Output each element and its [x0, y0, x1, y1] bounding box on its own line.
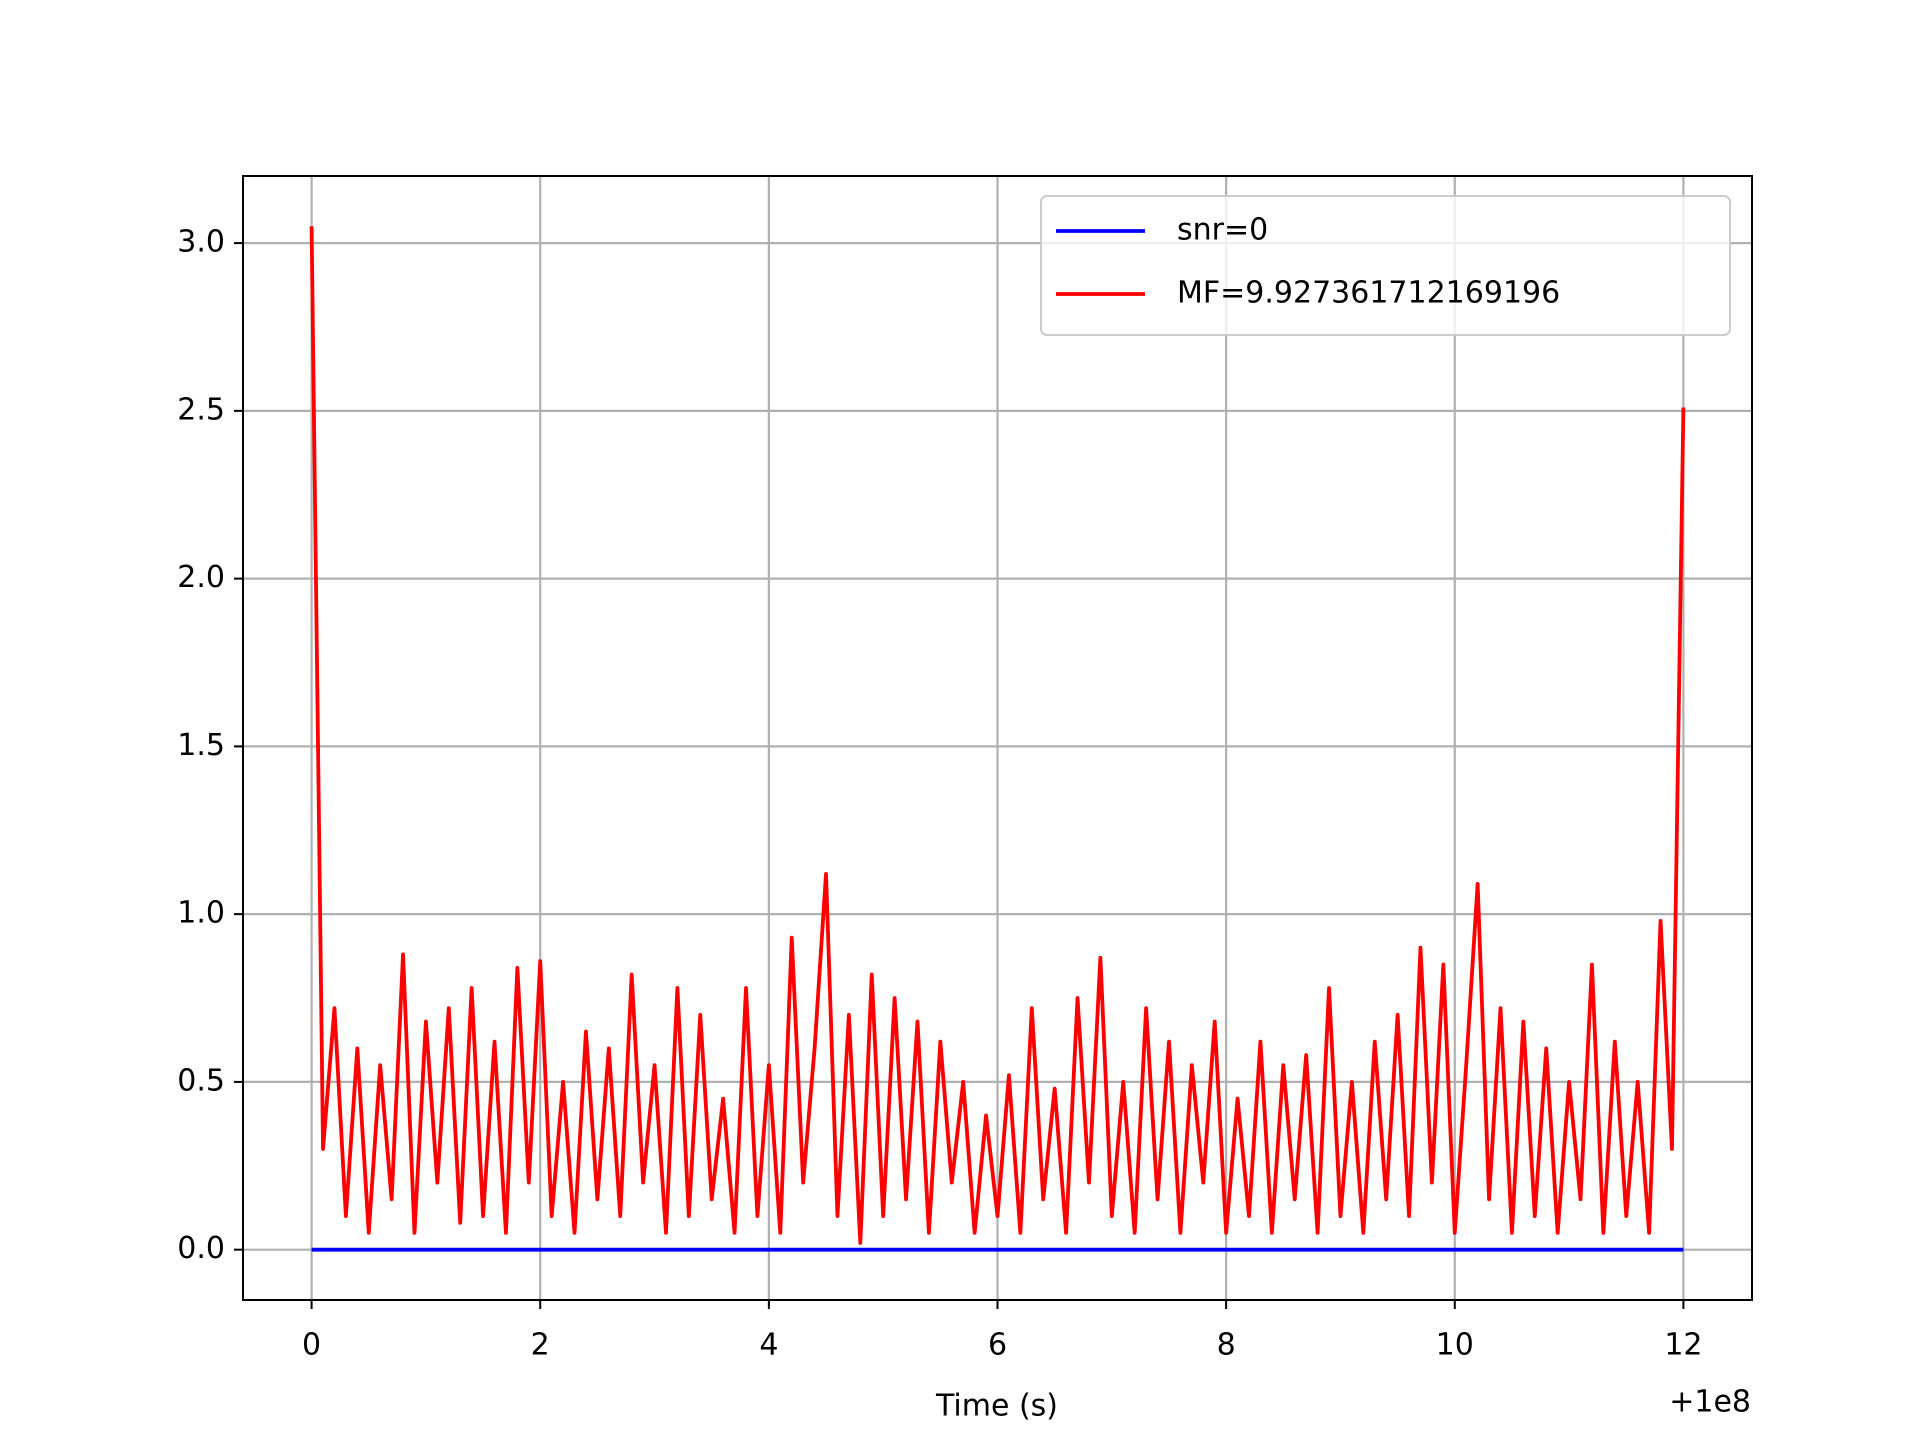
x-tick-label: 2: [531, 1328, 550, 1363]
y-tick-label: 2.5: [177, 392, 225, 427]
y-tick-label: 1.5: [177, 728, 225, 763]
legend-box: [1040, 195, 1731, 336]
x-tick-label: 0: [302, 1328, 321, 1363]
x-tick-label: 4: [759, 1328, 778, 1363]
y-tick-label: 2.0: [177, 560, 225, 595]
y-tick-label: 1.0: [177, 896, 225, 931]
data-line: [309, 226, 1686, 1245]
legend-label: snr=0: [1177, 213, 1268, 248]
x-tick-label: 10: [1436, 1328, 1474, 1363]
legend-label: MF=9.927361712169196: [1177, 276, 1560, 311]
plot-frame: [242, 175, 1753, 1301]
x-axis-label: Time (s): [935, 1389, 1058, 1424]
y-tick-label: 3.0: [177, 225, 225, 260]
x-tick-label: 12: [1664, 1328, 1702, 1363]
x-tick-label: 6: [988, 1328, 1007, 1363]
x-offset-label: +1e8: [1669, 1385, 1751, 1420]
x-tick-label: 8: [1217, 1328, 1236, 1363]
y-tick-label: 0.0: [177, 1231, 225, 1266]
y-tick-label: 0.5: [177, 1063, 225, 1098]
